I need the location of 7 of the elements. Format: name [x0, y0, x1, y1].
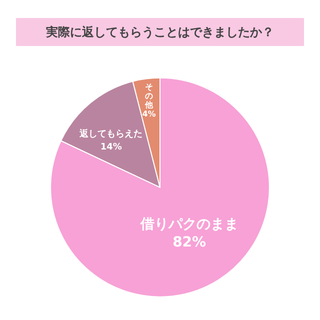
- data-label: 4%: [142, 110, 156, 118]
- slice-label: その他: [144, 82, 154, 110]
- data-label: 82%: [172, 234, 206, 251]
- chart-title: 実際に返してもらうことはできましたか？: [45, 25, 274, 39]
- slice-label: 返してもらえた: [78, 128, 143, 140]
- data-label: 14%: [100, 142, 122, 152]
- slice-label: 借りパクのまま: [139, 216, 238, 233]
